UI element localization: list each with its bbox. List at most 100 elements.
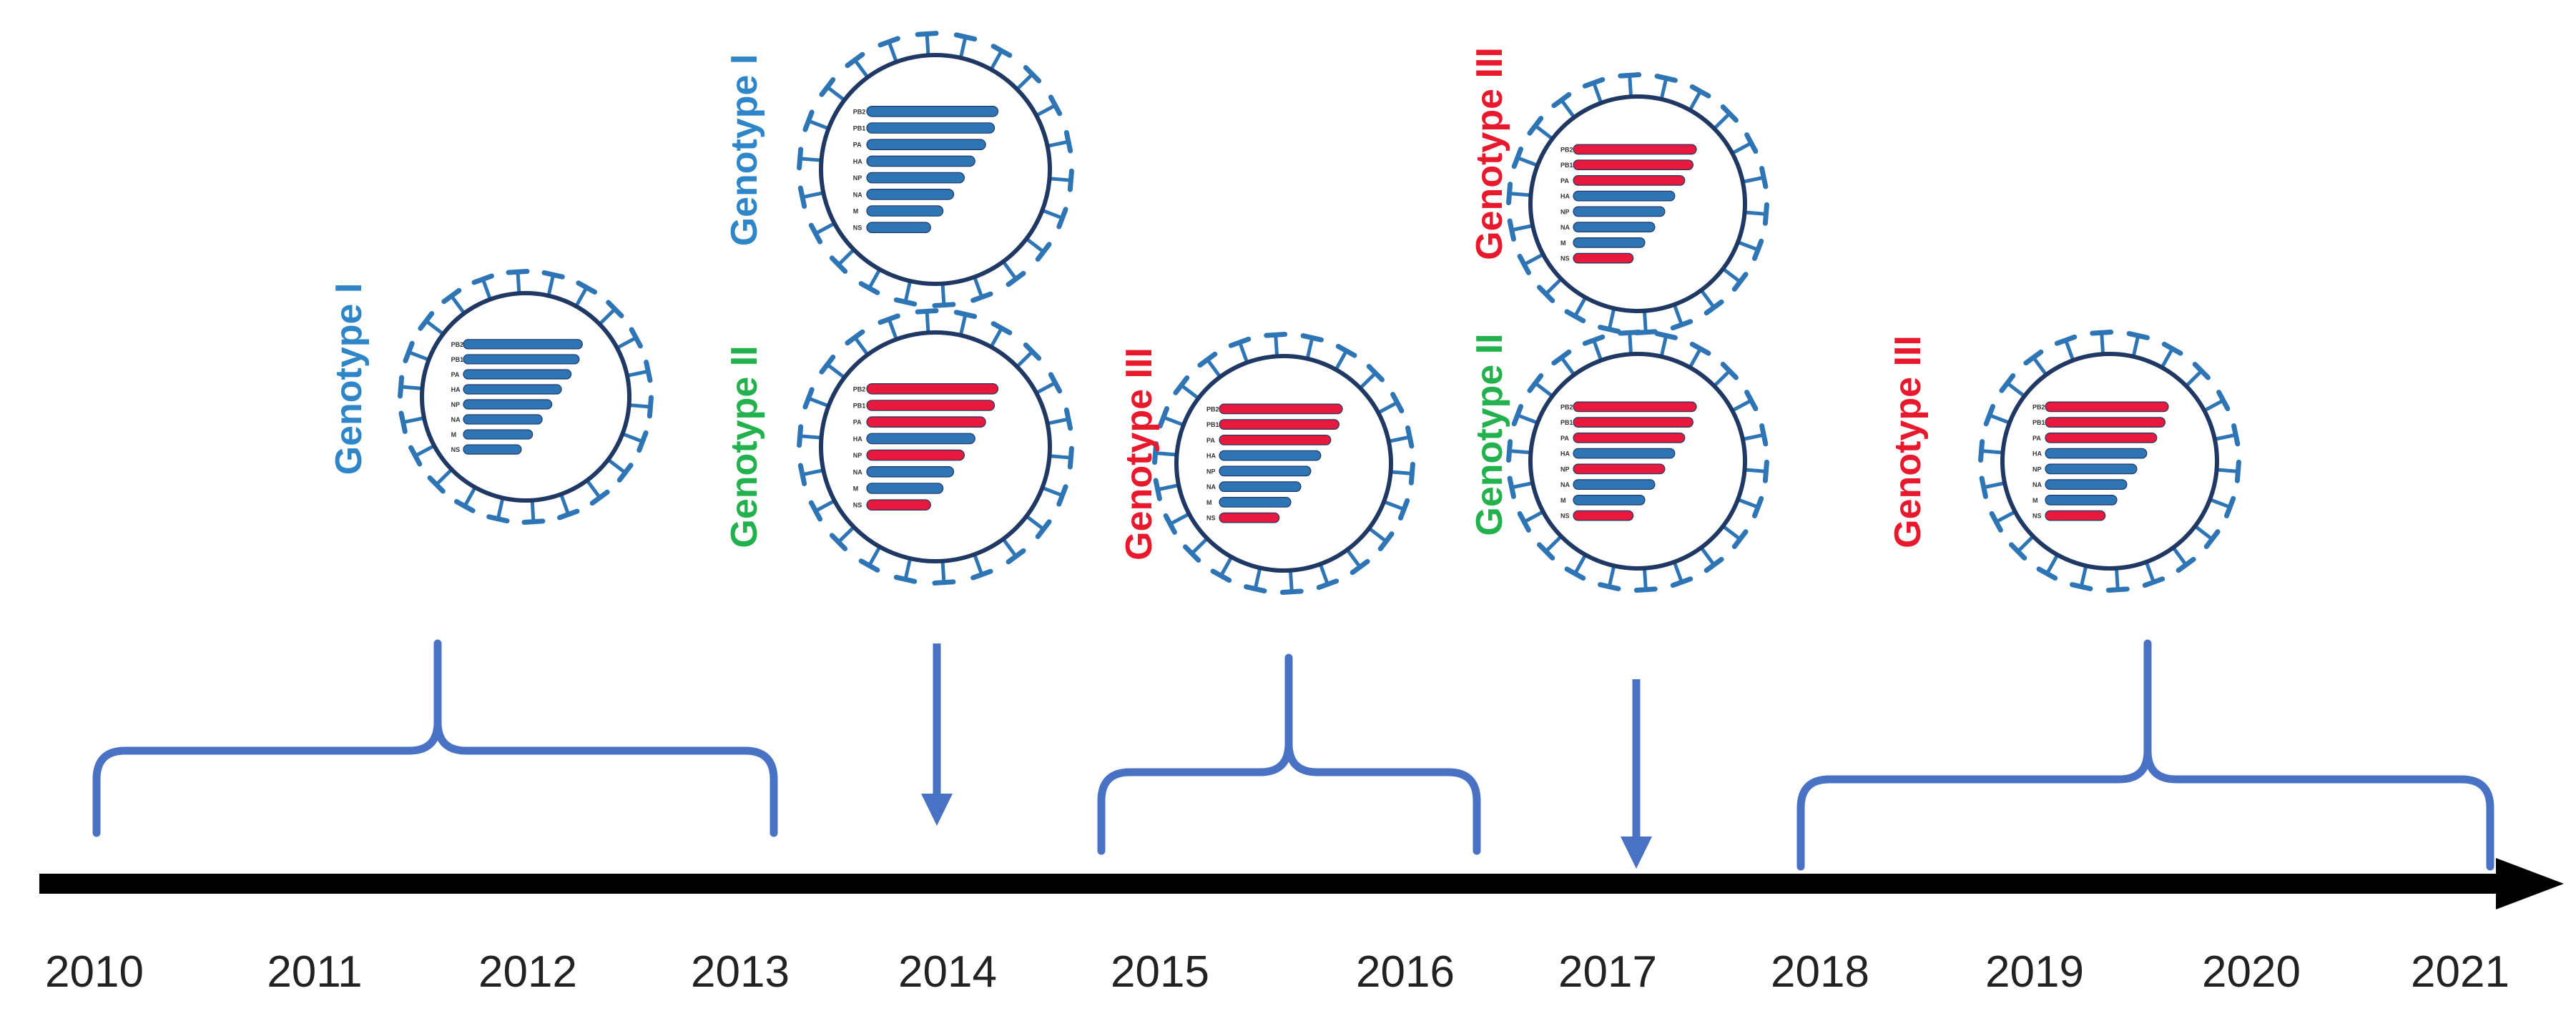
spike bbox=[2144, 561, 2155, 583]
spike-cap bbox=[932, 579, 956, 586]
virus-envelope bbox=[1528, 352, 1747, 571]
spike bbox=[1607, 565, 1616, 588]
spike bbox=[802, 468, 824, 477]
virion-g3-2015-2016: PB2 PB1 PA HA NP NA M NS Genotype III bbox=[1119, 332, 1415, 595]
spike-cap bbox=[1152, 441, 1159, 465]
spike bbox=[1288, 570, 1294, 592]
segment-label-pb1: PB1 bbox=[1206, 421, 1219, 428]
spike bbox=[940, 283, 946, 305]
segment-label-ns: NS bbox=[853, 225, 862, 232]
spike bbox=[1190, 537, 1209, 555]
spike-cap bbox=[1551, 349, 1572, 366]
spike-cap bbox=[418, 311, 435, 331]
spike bbox=[1001, 260, 1018, 280]
year-label-2013: 2013 bbox=[691, 947, 790, 997]
spike bbox=[973, 276, 984, 298]
spike-cap bbox=[1067, 168, 1074, 192]
spike bbox=[1305, 337, 1314, 360]
spike bbox=[1592, 339, 1603, 361]
segment-label-ha: HA bbox=[853, 435, 862, 443]
spike bbox=[1983, 481, 2005, 490]
spike-cap bbox=[606, 300, 624, 319]
spike-cap bbox=[1689, 84, 1711, 99]
segment-label-ha: HA bbox=[2032, 450, 2042, 458]
genotype-label-g2-2014: Genotype II bbox=[724, 345, 765, 548]
spike-cap bbox=[829, 533, 848, 551]
segment-bar-np bbox=[1219, 465, 1312, 477]
spike bbox=[574, 286, 589, 307]
timeline-bar bbox=[39, 874, 2496, 894]
spike bbox=[887, 41, 898, 63]
spike bbox=[2216, 468, 2238, 473]
spike-cap bbox=[1654, 331, 1678, 340]
spike bbox=[1047, 417, 1069, 425]
period-2010-2013-bracket bbox=[92, 639, 778, 837]
segment-label-pa: PA bbox=[1560, 177, 1569, 184]
genotype-label-g2-2017: Genotype II bbox=[1469, 333, 1510, 536]
spike-cap bbox=[1537, 285, 1555, 303]
spike bbox=[837, 248, 855, 266]
segment-label-ns: NS bbox=[853, 502, 862, 509]
spike bbox=[1511, 224, 1533, 232]
segment-bar-na bbox=[866, 189, 955, 200]
spike bbox=[463, 486, 477, 508]
virion-g2-2017: PB2 PB1 PA HA NP NA M NS Genotype II bbox=[1469, 330, 1769, 593]
spike-cap bbox=[1670, 319, 1693, 331]
spike bbox=[2131, 335, 2140, 357]
spike bbox=[1731, 398, 1752, 413]
spike bbox=[1642, 568, 1648, 590]
spike-cap bbox=[2234, 459, 2241, 483]
spike bbox=[1731, 141, 1752, 155]
spike-cap bbox=[1598, 582, 1621, 591]
spike bbox=[1744, 468, 1766, 473]
spike bbox=[1047, 139, 1069, 148]
segment-bar-pb2 bbox=[866, 106, 999, 117]
spike-cap bbox=[1163, 513, 1177, 535]
spike-cap bbox=[1390, 392, 1405, 414]
segment-bar-ns bbox=[866, 222, 931, 233]
spike bbox=[802, 191, 824, 199]
segment-label-np: NP bbox=[2032, 465, 2042, 473]
spike bbox=[2064, 339, 2075, 361]
period-2015-2016-bracket bbox=[1097, 653, 1481, 855]
spike bbox=[867, 546, 882, 567]
segment-bar-ns bbox=[866, 499, 931, 510]
spike bbox=[1169, 512, 1190, 526]
spike bbox=[2203, 398, 2224, 413]
segment-bar-pb1 bbox=[866, 400, 996, 411]
spike-cap bbox=[2126, 331, 2150, 340]
genotype-label-g3-2018-2021: Genotype III bbox=[1887, 335, 1929, 548]
spike bbox=[1544, 277, 1563, 295]
spike-cap bbox=[1157, 406, 1170, 429]
segment-bar-pb2 bbox=[1573, 401, 1697, 413]
spike bbox=[435, 468, 453, 486]
spike-cap bbox=[1564, 566, 1586, 581]
virion-g1-2011-2013: PB2 PB1 PA HA NP NA M NS Genotype I bbox=[328, 269, 654, 525]
virus-envelope bbox=[819, 330, 1052, 563]
spike-cap bbox=[1618, 330, 1642, 336]
year-label-2018: 2018 bbox=[1771, 947, 1869, 997]
spike-cap bbox=[1300, 333, 1324, 342]
spike bbox=[903, 280, 913, 302]
spike-cap bbox=[2216, 390, 2231, 412]
spike bbox=[606, 458, 626, 475]
virion-g1-2014: PB2 PB1 PA HA NP NA M NS Genotype I bbox=[724, 31, 1074, 308]
spike-cap bbox=[953, 32, 978, 42]
segment-bar-ha bbox=[2045, 448, 2148, 459]
segment-label-pa: PA bbox=[2032, 435, 2041, 442]
segment-bar-na bbox=[2045, 479, 2128, 490]
segment-bar-na bbox=[866, 466, 955, 478]
segment-bar-pa bbox=[866, 139, 986, 150]
spike-cap bbox=[1517, 253, 1531, 275]
spike-cap bbox=[486, 514, 510, 524]
virions: PB2 PB1 PA HA NP NA M NS Genotype I PB2 PB1 PA HA NP N… bbox=[328, 31, 2241, 595]
spike-cap bbox=[893, 574, 918, 584]
spike bbox=[940, 561, 946, 583]
segment-label-pb2: PB2 bbox=[2032, 403, 2045, 410]
spike-cap bbox=[1006, 548, 1026, 565]
year-label-2016: 2016 bbox=[1356, 947, 1455, 997]
spike-cap bbox=[797, 147, 804, 171]
spike bbox=[414, 444, 436, 458]
spike bbox=[1390, 470, 1412, 475]
segment-bar-np bbox=[866, 172, 965, 184]
